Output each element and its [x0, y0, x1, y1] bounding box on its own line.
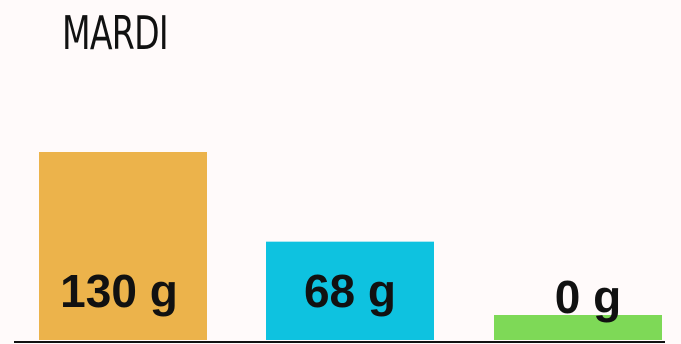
bar-1: [39, 152, 207, 340]
bar-value-label-2: 68 g: [304, 265, 396, 317]
bar-value-label-3: 0 g: [555, 271, 621, 323]
chart-title: MARDI: [62, 6, 169, 60]
bar-value-label-1: 130 g: [60, 265, 178, 317]
bar-3: [494, 315, 662, 340]
bar-2: [266, 241, 434, 340]
